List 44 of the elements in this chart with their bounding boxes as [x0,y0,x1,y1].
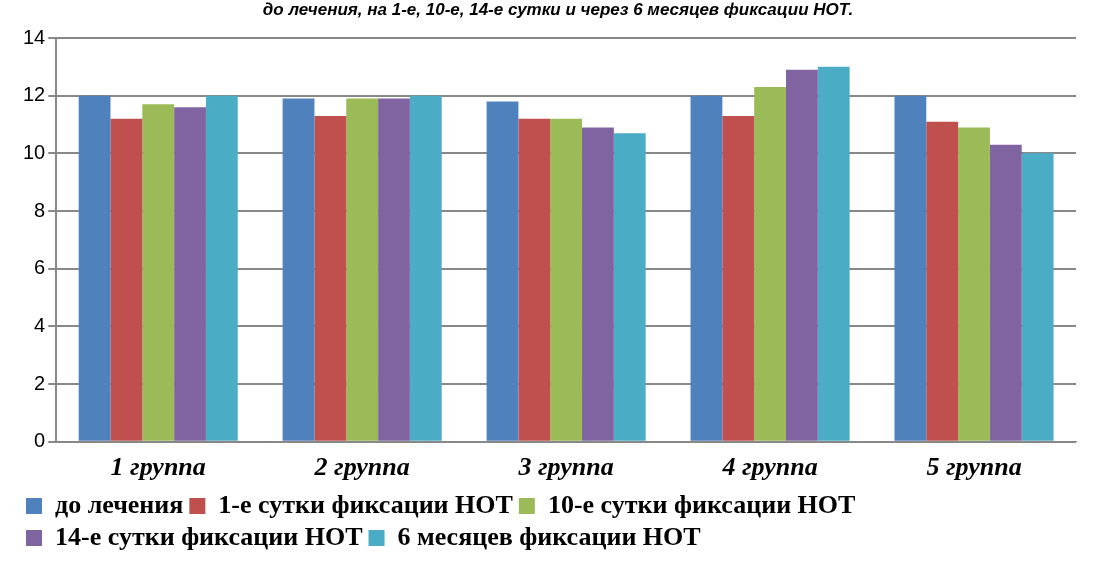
bar [486,101,519,441]
legend-label: до лечения [55,489,184,519]
bar [582,127,614,441]
legend-label: 1-е сутки фиксации НОТ [218,489,513,519]
bar [142,104,175,441]
x-tick-label: 5 группа [926,452,1022,482]
bar [785,69,818,441]
y-tick-label: 4 [34,313,46,336]
legend-label: 10-е сутки фиксации НОТ [547,489,856,519]
y-tick-label: 6 [34,256,46,279]
bar [110,118,143,441]
bar [926,121,959,441]
bar [690,95,723,441]
x-tick-label: 2 группа [313,452,410,482]
bar [205,95,238,441]
bar [1021,153,1054,441]
bar [722,115,755,441]
bar [409,95,442,441]
bar [817,66,850,441]
bar [518,118,551,441]
legend-label: 6 месяцев фиксации НОТ [397,521,701,551]
bar [989,144,1022,441]
bar [78,95,111,441]
bar [282,98,315,441]
bar [314,115,347,441]
x-tick-label: 4 группа [721,452,818,482]
y-tick-label: 0 [34,429,46,452]
y-tick-label: 2 [34,371,46,394]
bar [894,95,927,441]
chart-title: до лечения, на 1-е, 10-е, 14-е сутки и через 6 месяцев фиксации НОТ. [261,0,855,20]
bar [613,133,646,441]
y-tick-label: 8 [34,198,46,221]
bar [346,98,379,441]
y-tick-label: 14 [23,25,46,48]
bar [378,98,410,441]
bar [754,87,786,441]
x-tick-label: 3 группа [517,452,614,482]
bar [550,118,583,441]
x-tick-label: 1 группа [110,452,206,482]
y-tick-label: 12 [23,83,46,106]
bar [958,127,990,441]
y-tick-label: 10 [23,140,46,163]
legend-label: 14-е сутки фиксации НОТ [55,521,363,551]
bar [174,107,206,441]
